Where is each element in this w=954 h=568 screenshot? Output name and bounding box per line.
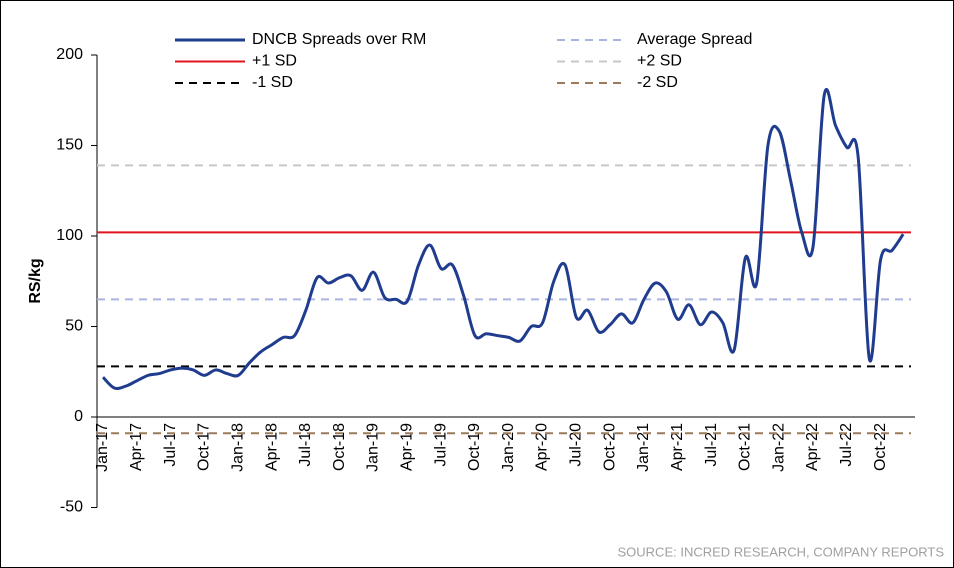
x-tick-label: Jul-18 xyxy=(297,423,314,467)
x-tick-label: Jan-17 xyxy=(94,423,111,472)
y-tick-label: 200 xyxy=(56,46,83,63)
x-tick-label: Apr-21 xyxy=(669,423,686,471)
y-tick-label: 100 xyxy=(56,227,83,244)
x-tick-label: Jul-17 xyxy=(162,423,179,467)
source-note: SOURCE: INCRED RESEARCH, COMPANY REPORTS xyxy=(618,544,945,559)
x-tick-label: Jan-20 xyxy=(500,423,517,472)
x-tick-label: Apr-18 xyxy=(263,423,280,471)
x-tick-label: Jul-19 xyxy=(432,423,449,467)
y-tick-label: 150 xyxy=(56,137,83,154)
x-tick-label: Oct-19 xyxy=(466,423,483,471)
y-axis-label: RS/kg xyxy=(27,258,44,303)
legend-label: Average Spread xyxy=(637,31,752,48)
x-tick-label: Jan-21 xyxy=(635,423,652,472)
y-tick-label: 50 xyxy=(65,318,83,335)
x-tick-label: Oct-20 xyxy=(601,423,618,471)
x-tick-label: Apr-20 xyxy=(534,423,551,471)
x-tick-label: Apr-17 xyxy=(128,423,145,471)
x-tick-label: Jan-19 xyxy=(365,423,382,472)
data-line xyxy=(101,88,905,391)
x-tick-label: Apr-19 xyxy=(399,423,416,471)
legend-label: -2 SD xyxy=(637,74,678,91)
x-tick-label: Jan-18 xyxy=(229,423,246,472)
x-tick-label: Apr-22 xyxy=(804,423,821,471)
x-tick-label: Oct-18 xyxy=(331,423,348,471)
x-tick-label: Jan-22 xyxy=(770,423,787,472)
legend-label: -1 SD xyxy=(252,74,293,91)
y-tick-label: 0 xyxy=(74,408,83,425)
legend-label: +1 SD xyxy=(252,53,297,70)
x-tick-label: Oct-22 xyxy=(872,423,889,471)
legend-label: DNCB Spreads over RM xyxy=(252,31,426,48)
x-tick-label: Oct-21 xyxy=(737,423,754,471)
y-tick-label: -50 xyxy=(60,499,83,516)
x-tick-label: Jul-20 xyxy=(568,423,585,467)
x-tick-label: Jul-21 xyxy=(703,423,720,467)
x-tick-label: Oct-17 xyxy=(196,423,213,471)
legend-label: +2 SD xyxy=(637,53,682,70)
x-tick-label: Jul-22 xyxy=(838,423,855,467)
